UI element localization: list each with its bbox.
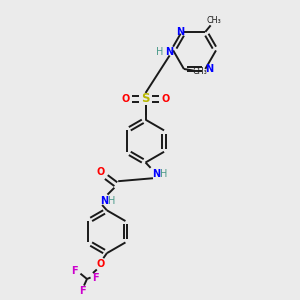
Text: CH₃: CH₃ [207,16,222,25]
Text: O: O [96,259,104,269]
Text: N: N [205,64,213,74]
Text: N: N [165,47,173,57]
Text: N: N [176,27,184,37]
Text: N: N [152,169,160,179]
Text: O: O [162,94,170,104]
Text: H: H [155,47,163,57]
Text: H: H [160,169,167,179]
Text: N: N [100,196,109,206]
Text: O: O [121,94,130,104]
Text: F: F [79,286,86,296]
Text: S: S [141,92,150,105]
Text: CH₃: CH₃ [193,68,208,76]
Text: F: F [71,266,78,276]
Text: F: F [93,272,99,283]
Text: H: H [108,196,116,206]
Text: O: O [96,167,104,177]
